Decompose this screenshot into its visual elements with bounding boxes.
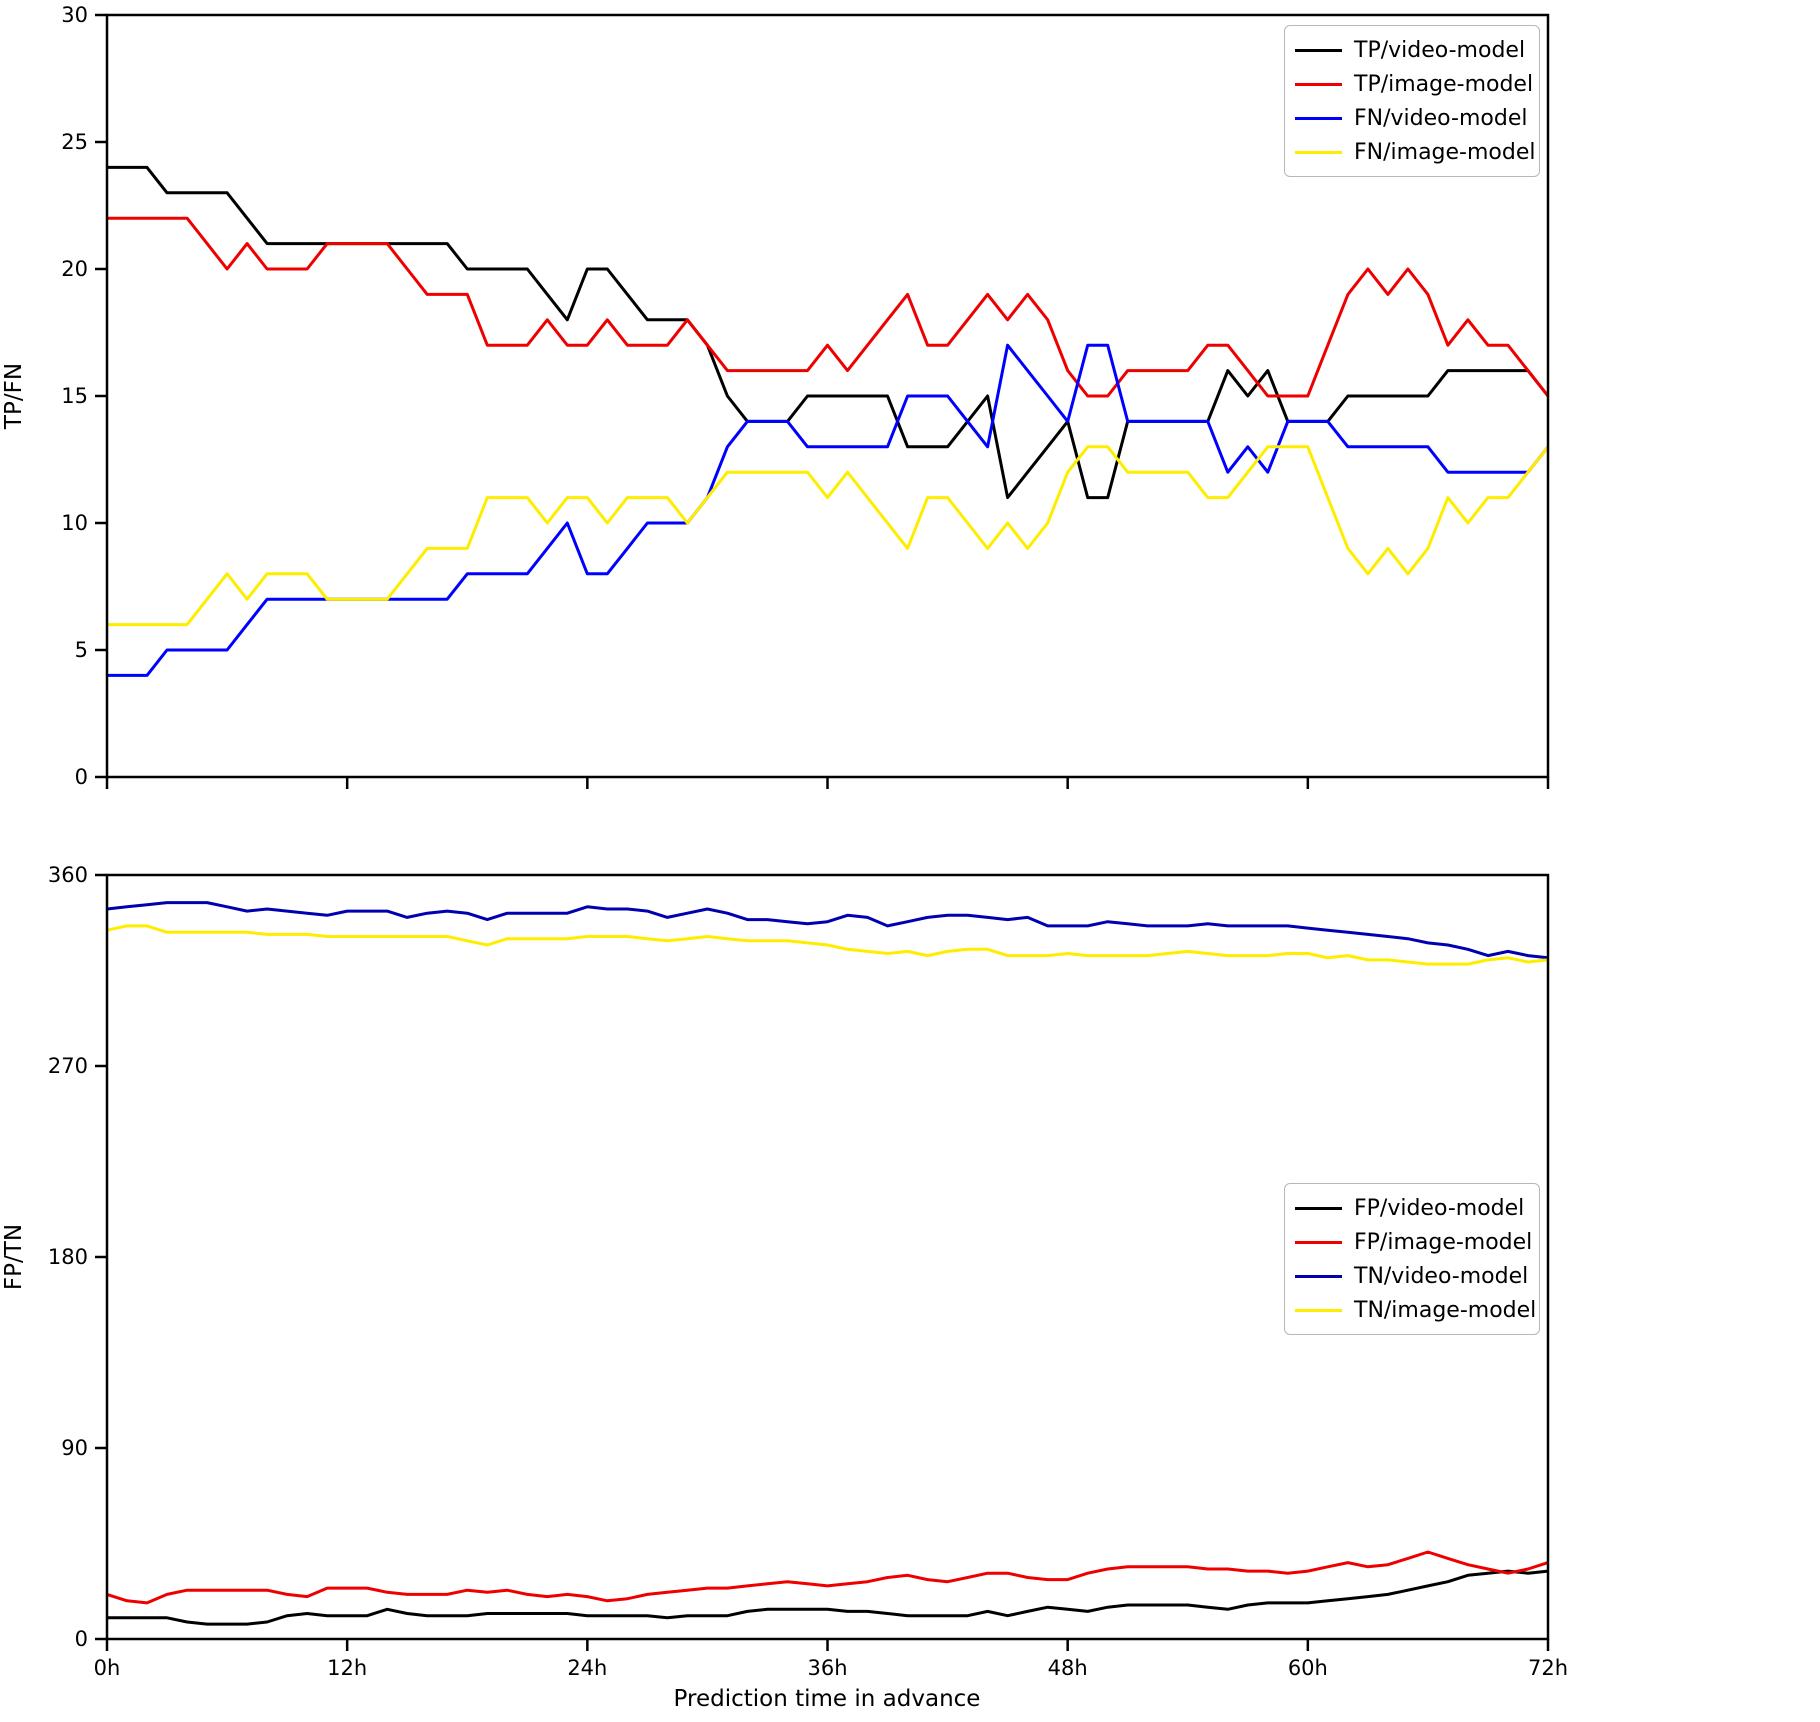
legend-label: FP/image-model [1354,1229,1533,1255]
y-tick-label-30: 30 [61,3,88,27]
legend-label: FP/video-model [1354,1195,1525,1221]
legend-entry-TN/image-model: TN/image-model [1295,1293,1536,1327]
legend-entry-FN/video-model: FN/video-model [1295,101,1529,135]
x-tick-label-72h: 72h [1527,1656,1569,1680]
legend-line-sample [1295,1206,1342,1210]
series-line-TN/video-model [106,901,1549,960]
legend-line-sample [1295,1274,1342,1278]
legend-line-sample [1295,1240,1342,1244]
legend-entry-FP/video-model: FP/video-model [1295,1191,1529,1225]
y-tick-label-25: 25 [61,130,88,154]
legend-entry-FP/image-model: FP/image-model [1295,1225,1533,1259]
series-line-TP/image-model [107,216,1550,398]
series-line-FN/image-model [107,445,1550,627]
y-tick-label-270: 270 [47,1054,88,1078]
x-tick-label-12h: 12h [327,1656,368,1680]
y-tick-label-180: 180 [47,1245,88,1269]
bottom-y-axis-title: FP/TN [1,1223,27,1291]
legend-label: TN/image-model [1354,1297,1537,1323]
legend-label: FN/video-model [1354,105,1528,131]
legend-line-sample [1295,116,1342,120]
x-tick-label-48h: 48h [1047,1656,1088,1680]
top-y-axis-title: TP/FN [1,362,27,430]
x-tick-label-36h: 36h [807,1656,848,1680]
bottom-plot-legend: FP/video-model FP/image-model TN/video-mod… [1284,1183,1540,1335]
x-tick-label-0h: 0h [93,1656,121,1680]
series-line-TN/image-model [106,924,1549,966]
legend-line-sample [1295,150,1342,154]
y-tick-label-5: 5 [74,638,88,662]
y-tick-label-15: 15 [61,384,88,408]
legend-line-sample [1295,48,1342,52]
y-tick-label-360: 360 [47,863,88,887]
legend-line-sample [1295,82,1342,86]
y-tick-label-0: 0 [74,1627,88,1651]
legend-entry-TP/image-model: TP/image-model [1295,67,1533,101]
y-tick-label-0: 0 [74,765,88,789]
y-tick-label-10: 10 [61,511,88,535]
y-tick-label-90: 90 [61,1436,88,1460]
x-axis-title: Prediction time in advance [673,1686,981,1712]
x-tick-label-60h: 60h [1287,1656,1328,1680]
legend-entry-TP/video-model: TP/video-model [1295,33,1529,67]
legend-label: TN/video-model [1354,1263,1529,1289]
legend-label: TP/image-model [1354,71,1534,97]
x-tick-label-24h: 24h [567,1656,608,1680]
legend-line-sample [1295,1308,1342,1312]
legend-label: TP/video-model [1354,37,1526,63]
legend-entry-FN/image-model: FN/image-model [1295,135,1536,169]
y-tick-label-20: 20 [61,257,88,281]
series-line-FP/image-model [106,1550,1549,1605]
top-plot-legend: TP/video-model TP/image-model FN/video-mod… [1284,25,1540,177]
legend-label: FN/image-model [1354,139,1536,165]
series-line-FP/video-model [107,1569,1549,1626]
legend-entry-TN/video-model: TN/video-model [1295,1259,1529,1293]
